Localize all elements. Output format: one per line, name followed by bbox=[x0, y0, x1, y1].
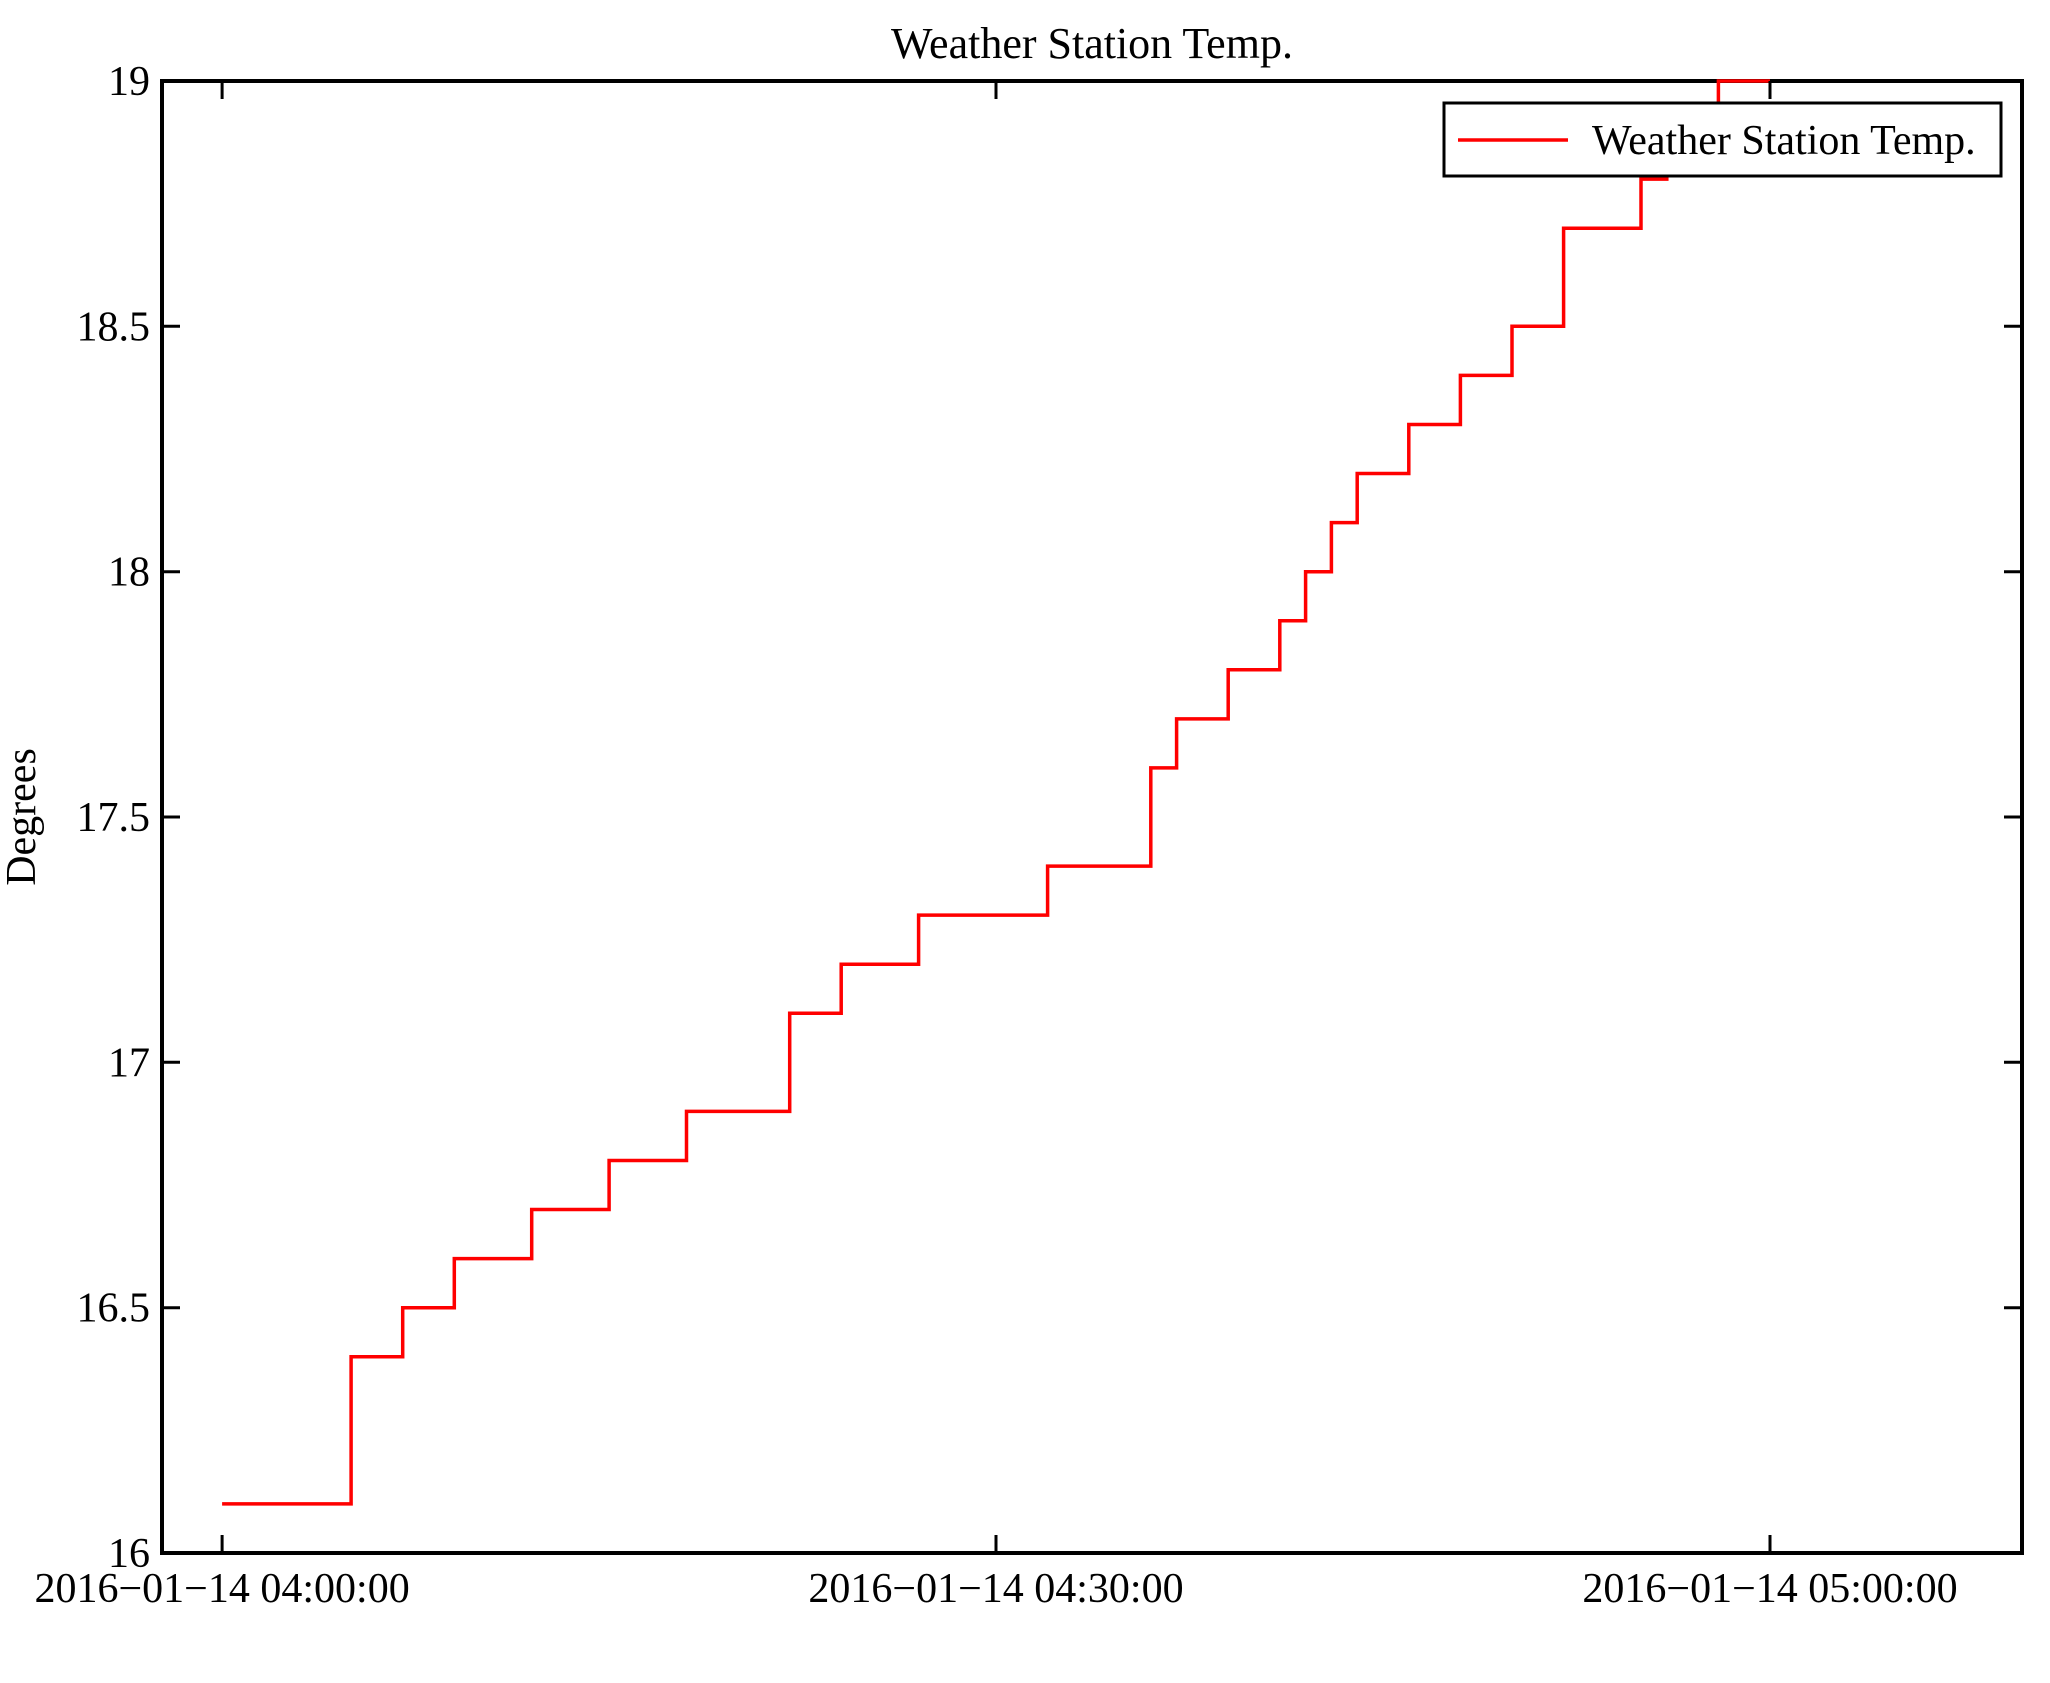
axis-ticks bbox=[162, 79, 2022, 1555]
legend-label: Weather Station Temp. bbox=[1592, 118, 1976, 164]
y-tick-label: 17 bbox=[108, 1040, 150, 1086]
y-tick-label: 19 bbox=[108, 59, 150, 105]
x-tick-label: 2016−01−14 04:30:00 bbox=[808, 1566, 1183, 1612]
y-tick-label: 18 bbox=[108, 550, 150, 596]
plot-border bbox=[160, 79, 2024, 1555]
temperature-series-line bbox=[222, 79, 1770, 1506]
y-tick-label: 18.5 bbox=[77, 304, 151, 350]
y-tick-label: 16.5 bbox=[77, 1286, 151, 1332]
y-tick-label: 16 bbox=[108, 1531, 150, 1577]
y-tick-label: 17.5 bbox=[77, 795, 151, 841]
x-tick-label: 2016−01−14 05:00:00 bbox=[1582, 1566, 1957, 1612]
y-axis-label: Degrees bbox=[0, 748, 45, 886]
axis-tick-labels: 2016−01−14 04:00:00 2016−01−14 04:30:00 20… bbox=[34, 59, 1957, 1612]
x-tick-label: 2016−01−14 04:00:00 bbox=[34, 1566, 409, 1612]
legend: Weather Station Temp. bbox=[1442, 101, 2003, 178]
chart-title: Weather Station Temp. bbox=[891, 19, 1293, 68]
